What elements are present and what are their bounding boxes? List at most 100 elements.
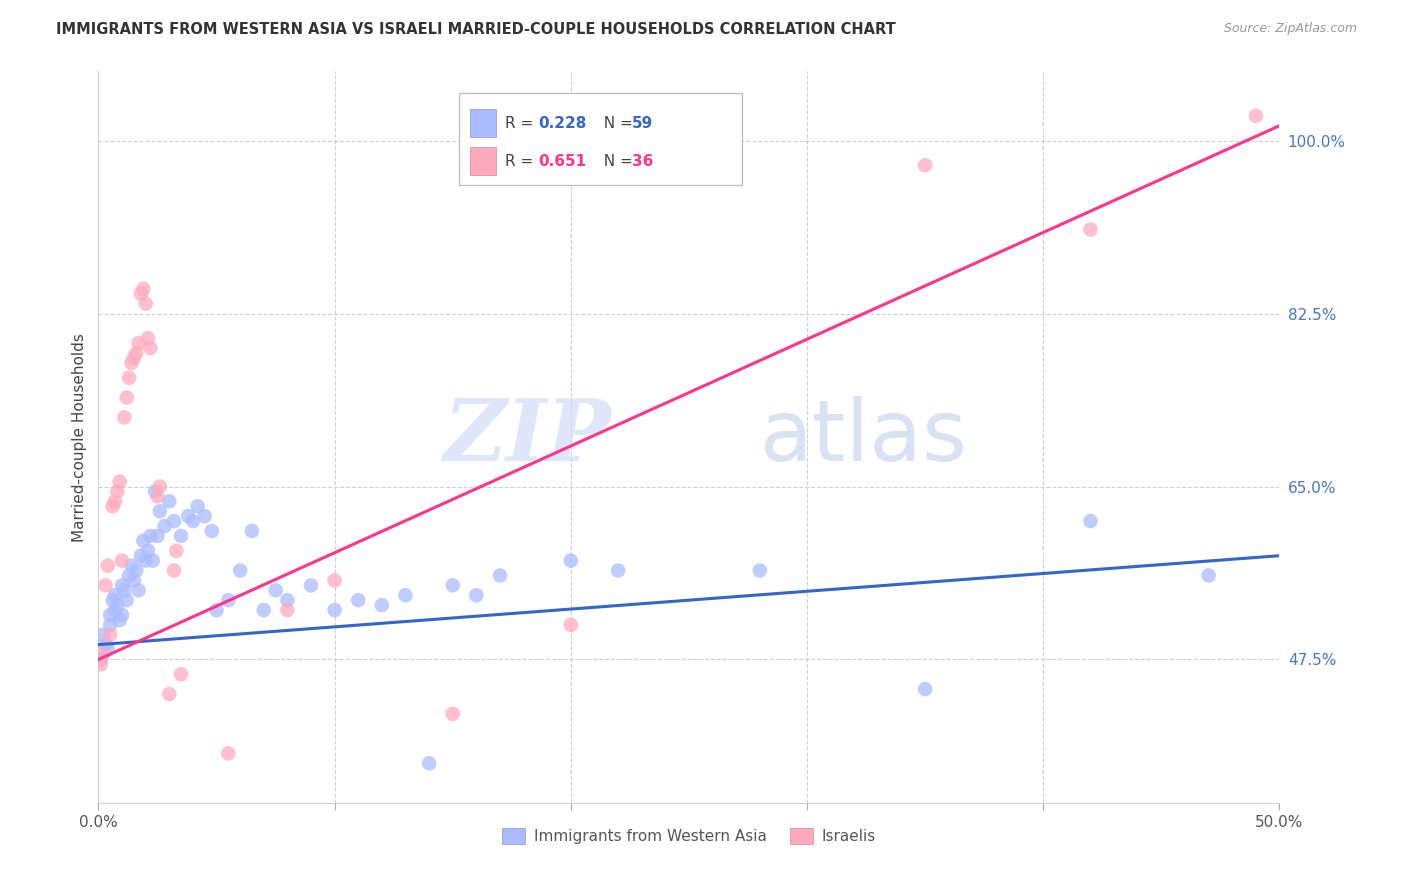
Point xyxy=(394,588,416,602)
Point xyxy=(560,618,582,632)
Point xyxy=(323,574,346,588)
Point xyxy=(121,356,143,370)
Point xyxy=(90,652,112,666)
Point xyxy=(125,346,148,360)
Point xyxy=(149,479,172,493)
Point xyxy=(135,554,157,568)
Point xyxy=(139,341,162,355)
Legend: Immigrants from Western Asia, Israelis: Immigrants from Western Asia, Israelis xyxy=(496,822,882,850)
Point xyxy=(163,514,186,528)
FancyBboxPatch shape xyxy=(471,147,496,175)
Point xyxy=(125,564,148,578)
Point xyxy=(157,494,180,508)
Point xyxy=(111,578,134,592)
Point xyxy=(94,638,117,652)
Point xyxy=(104,494,127,508)
Point xyxy=(136,331,159,345)
Point xyxy=(165,543,187,558)
Point xyxy=(201,524,224,538)
Point xyxy=(194,509,217,524)
Point xyxy=(104,603,127,617)
Point xyxy=(489,568,512,582)
Point xyxy=(181,514,204,528)
Point xyxy=(121,558,143,573)
Point xyxy=(122,574,145,588)
Point xyxy=(122,351,145,365)
Point xyxy=(323,603,346,617)
Point xyxy=(111,607,134,622)
Point xyxy=(101,500,124,514)
Point xyxy=(1198,568,1220,582)
Y-axis label: Married-couple Households: Married-couple Households xyxy=(72,333,87,541)
Point xyxy=(104,588,127,602)
Point xyxy=(276,593,298,607)
Point xyxy=(170,529,193,543)
Point xyxy=(441,706,464,721)
Point xyxy=(1244,109,1267,123)
Text: 59: 59 xyxy=(633,116,654,131)
Point xyxy=(1080,222,1102,236)
Point xyxy=(142,554,165,568)
Point xyxy=(108,475,131,489)
Point xyxy=(118,371,141,385)
Text: N =: N = xyxy=(595,116,638,131)
Point xyxy=(105,484,128,499)
Point xyxy=(149,504,172,518)
Point xyxy=(170,667,193,681)
Point xyxy=(229,564,252,578)
Point xyxy=(111,554,134,568)
Text: N =: N = xyxy=(595,153,638,169)
Point xyxy=(465,588,488,602)
Text: IMMIGRANTS FROM WESTERN ASIA VS ISRAELI MARRIED-COUPLE HOUSEHOLDS CORRELATION CH: IMMIGRANTS FROM WESTERN ASIA VS ISRAELI … xyxy=(56,22,896,37)
Point xyxy=(139,529,162,543)
Point xyxy=(146,529,169,543)
Text: R =: R = xyxy=(505,153,538,169)
Point xyxy=(217,747,239,761)
Point xyxy=(97,642,120,657)
Point xyxy=(105,598,128,612)
Point xyxy=(115,593,138,607)
Point xyxy=(128,336,150,351)
Point xyxy=(132,282,155,296)
Point xyxy=(112,583,135,598)
Point xyxy=(135,296,157,310)
Point xyxy=(94,578,117,592)
Point xyxy=(132,533,155,548)
Point xyxy=(1080,514,1102,528)
Point xyxy=(163,564,186,578)
Point xyxy=(129,549,152,563)
Point xyxy=(101,593,124,607)
Text: R =: R = xyxy=(505,116,538,131)
Point xyxy=(371,598,394,612)
Point xyxy=(91,648,114,662)
Point xyxy=(264,583,287,598)
Point xyxy=(253,603,276,617)
Point xyxy=(157,687,180,701)
FancyBboxPatch shape xyxy=(458,94,742,185)
Point xyxy=(347,593,370,607)
Point xyxy=(177,509,200,524)
Point xyxy=(205,603,228,617)
Text: atlas: atlas xyxy=(759,395,967,479)
Point xyxy=(118,568,141,582)
Point xyxy=(240,524,263,538)
Text: Source: ZipAtlas.com: Source: ZipAtlas.com xyxy=(1223,22,1357,36)
Point xyxy=(146,489,169,503)
Point xyxy=(97,558,120,573)
Point xyxy=(136,543,159,558)
Point xyxy=(748,564,770,578)
Point xyxy=(143,484,166,499)
Point xyxy=(914,682,936,697)
Point xyxy=(299,578,322,592)
Point xyxy=(129,286,152,301)
Point xyxy=(560,554,582,568)
Point xyxy=(98,628,121,642)
Point xyxy=(128,583,150,598)
Text: ZIP: ZIP xyxy=(444,395,612,479)
Point xyxy=(217,593,239,607)
Point xyxy=(607,564,630,578)
Point xyxy=(98,618,121,632)
Point xyxy=(115,391,138,405)
Text: 36: 36 xyxy=(633,153,654,169)
Point xyxy=(108,613,131,627)
